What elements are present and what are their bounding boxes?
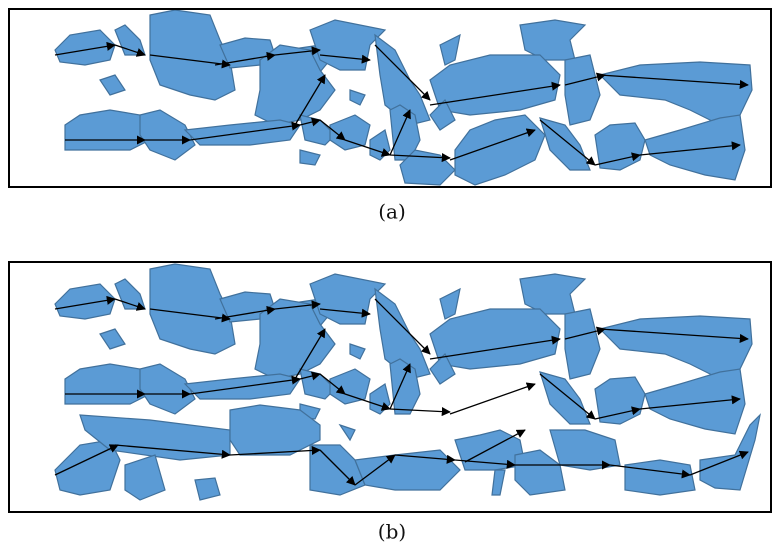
particle <box>340 425 355 440</box>
particle <box>140 364 195 414</box>
particle <box>65 364 150 404</box>
particle <box>150 10 235 100</box>
particle <box>645 369 745 434</box>
particle <box>350 344 365 359</box>
particle <box>520 20 585 60</box>
page: {"panels": [{"caption": "(a)"}, {"captio… <box>0 0 781 547</box>
particle <box>520 274 585 314</box>
particle <box>55 284 115 319</box>
page-body: (a) (b) (() => { const data = JSON.parse… <box>0 0 781 547</box>
panel-b <box>55 264 760 500</box>
figure: (a) (b) <box>0 0 781 547</box>
particle <box>140 110 195 160</box>
particle <box>65 110 150 150</box>
particle <box>565 309 600 379</box>
panel-a <box>55 10 752 185</box>
particle <box>565 55 600 125</box>
particle <box>300 150 320 165</box>
caption: (b) <box>378 520 406 544</box>
particle <box>645 115 745 180</box>
particle <box>350 90 365 105</box>
particle <box>370 130 390 160</box>
particle <box>55 30 115 65</box>
particle <box>310 445 365 495</box>
particle <box>195 478 220 500</box>
particle <box>430 55 560 115</box>
particle <box>100 329 125 349</box>
particle <box>550 430 620 470</box>
path-arrow <box>450 384 535 414</box>
particle <box>600 62 752 125</box>
particle <box>370 384 390 414</box>
caption: (a) <box>378 200 406 224</box>
particle <box>492 470 505 495</box>
particle <box>600 316 752 379</box>
particle <box>150 264 235 354</box>
particle <box>440 289 460 319</box>
particle <box>430 309 560 369</box>
particle <box>625 460 695 495</box>
particle <box>100 75 125 95</box>
particle <box>440 35 460 65</box>
particle <box>125 455 165 500</box>
particle <box>455 115 545 185</box>
